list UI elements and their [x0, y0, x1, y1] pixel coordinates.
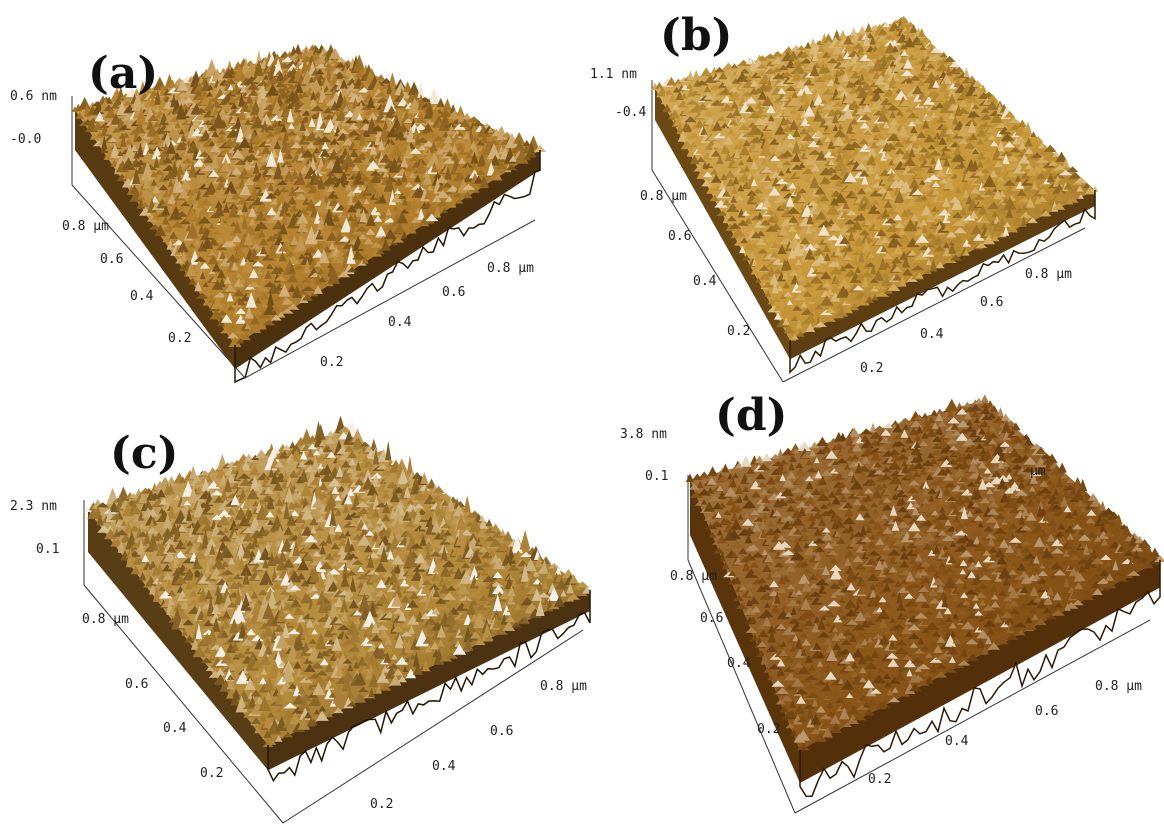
x-tick-label: 0.2	[370, 797, 393, 812]
surface-texture	[651, 16, 1099, 341]
x-tick-label: 0.8 µm	[487, 261, 534, 276]
panel-b: (b) 1.1 nm -0.4 0.8 µm 0.6 0.4 0.2 0.2 0.4 0.6 0.8…	[590, 10, 1099, 383]
y-tick-label: 0.4	[130, 289, 154, 304]
y-tick-label: 0.8 µm	[62, 219, 109, 234]
y-tick-label: 0.6	[125, 677, 148, 692]
panel-label: (c)	[110, 428, 178, 479]
y-tick-label: 0.4	[727, 656, 751, 671]
surface-edge	[789, 190, 1096, 374]
x-tick-label: 0.2	[868, 772, 891, 787]
surface-side-left	[690, 480, 800, 783]
x-axis	[244, 219, 536, 379]
x-axis	[794, 619, 1151, 814]
y-tick-label: 0.2	[757, 722, 780, 737]
y-tick-label: 0.6	[700, 611, 723, 626]
z-scale-bottom: -0.0	[10, 132, 41, 147]
y-tick-label: 0.2	[168, 331, 191, 346]
y-axis	[651, 169, 784, 383]
surface-texture	[84, 415, 592, 747]
x-tick-label: 0.8 µm	[1095, 679, 1142, 694]
surface-texture	[71, 43, 547, 347]
panel-label: (a)	[88, 48, 158, 99]
surface-side-left	[75, 110, 235, 369]
x-axis	[782, 227, 1086, 383]
z-scale-bottom: 0.1	[36, 542, 59, 557]
x-tick-label: 0.4	[388, 315, 412, 330]
surface-edge	[267, 590, 591, 783]
x-tick-label: 0.8 µm	[1025, 267, 1072, 282]
x-tick-label: 0.8 µm	[540, 679, 587, 694]
x-tick-label: 0.4	[432, 759, 456, 774]
x-tick-label: 0.6	[442, 285, 465, 300]
x-tick-label: 0.4	[920, 327, 944, 342]
y-tick-label: 0.2	[727, 324, 750, 339]
y-tick-label: 0.8 µm	[82, 612, 129, 627]
x-tick-label: 0.2	[320, 355, 343, 370]
surface-side-front	[235, 150, 540, 369]
z-scale-top: 3.8 nm	[620, 427, 667, 442]
x-tick-label: 0.4	[945, 734, 969, 749]
surface-side-front	[790, 190, 1095, 360]
panel-a: (a) 0.6 nm -0.0 0.8 µm 0.6 0.4 0.2 0.2 0.4 0.6 0.8…	[10, 43, 547, 384]
y-axis	[687, 559, 796, 814]
surface-edge	[799, 560, 1161, 797]
x-axis	[282, 629, 584, 824]
surface-side-front	[268, 590, 590, 771]
y-tick-label: 0.2	[200, 766, 223, 781]
y-tick-label: 0.8 µm	[670, 569, 717, 584]
z-scale-top: 0.6 nm	[10, 89, 57, 104]
surface-side-left	[88, 510, 268, 771]
z-scale-top: 2.3 nm	[10, 499, 57, 514]
y-tick-label: 0.4	[163, 721, 187, 736]
surface-edge	[234, 150, 541, 384]
panel-label: (b)	[660, 10, 732, 61]
x-tick-label: 0.6	[490, 724, 513, 739]
panel-d: (d) 3.8 nm 0.1 0.8 µm 0.6 0.4 0.2 0.2 0.4 0.6 0.8 …	[620, 390, 1164, 814]
panel-c: (c) 2.3 nm 0.1 0.8 µm 0.6 0.4 0.2 0.2 0.4 0.6 0.8 …	[10, 415, 592, 824]
z-scale-bottom: -0.4	[615, 105, 646, 120]
back-axis-unit: µm	[1030, 464, 1046, 479]
surface-texture	[685, 394, 1164, 751]
panel-label: (d)	[715, 390, 787, 441]
y-axis	[83, 584, 284, 824]
y-tick-label: 0.6	[100, 252, 123, 267]
surface-side-front	[800, 560, 1160, 783]
y-axis	[71, 184, 246, 379]
x-tick-label: 0.6	[1035, 704, 1058, 719]
x-tick-label: 0.2	[860, 361, 883, 376]
y-tick-label: 0.4	[693, 274, 717, 289]
y-tick-label: 0.8 µm	[640, 189, 687, 204]
z-scale-bottom: 0.1	[645, 469, 668, 484]
y-tick-label: 0.6	[668, 229, 691, 244]
z-scale-top: 1.1 nm	[590, 67, 637, 82]
x-tick-label: 0.6	[980, 295, 1003, 310]
